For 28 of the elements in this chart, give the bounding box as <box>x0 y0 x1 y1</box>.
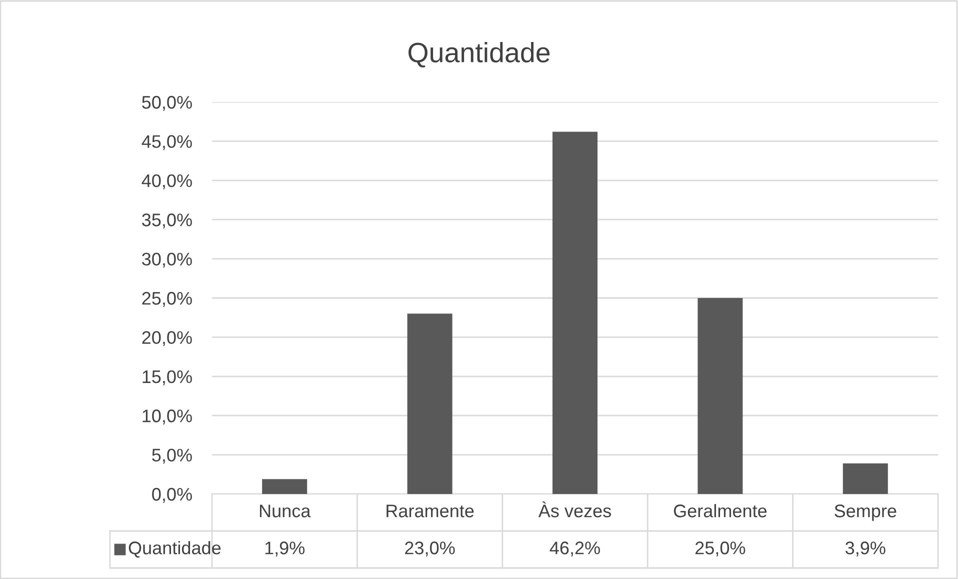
data-label: 1,9% <box>265 542 305 556</box>
y-tick-label: 40,0% <box>142 174 192 190</box>
data-label: 23,0% <box>405 542 455 556</box>
y-tick-label: 30,0% <box>142 252 192 268</box>
bar <box>407 314 452 494</box>
y-tick-label: 5,0% <box>152 448 192 464</box>
y-tick-label: 50,0% <box>142 96 192 111</box>
chart-title: Quantidade <box>408 42 550 68</box>
data-label: 25,0% <box>696 542 746 556</box>
y-tick-label: 25,0% <box>142 292 192 307</box>
legend-label: Quantidade <box>128 541 221 558</box>
bar <box>698 298 743 494</box>
bar <box>842 463 888 494</box>
y-tick-label: 45,0% <box>142 135 192 150</box>
bar <box>552 132 598 494</box>
y-tick-label: 35,0% <box>142 214 192 228</box>
data-label: 3,9% <box>846 542 886 556</box>
x-tick-label: Raramente <box>386 504 474 518</box>
data-label: 46,2% <box>550 542 600 556</box>
bar <box>262 479 308 494</box>
x-tick-label: Sempre <box>834 504 896 521</box>
x-tick-label: Nunca <box>260 504 311 518</box>
y-tick-label: 0,0% <box>152 488 192 503</box>
x-tick-label: Geralmente <box>674 504 767 518</box>
x-tick-label: Às vezes <box>538 502 611 518</box>
y-tick-label: 15,0% <box>142 370 192 386</box>
y-tick-label: 10,0% <box>142 410 192 424</box>
y-tick-label: 20,0% <box>142 331 192 346</box>
